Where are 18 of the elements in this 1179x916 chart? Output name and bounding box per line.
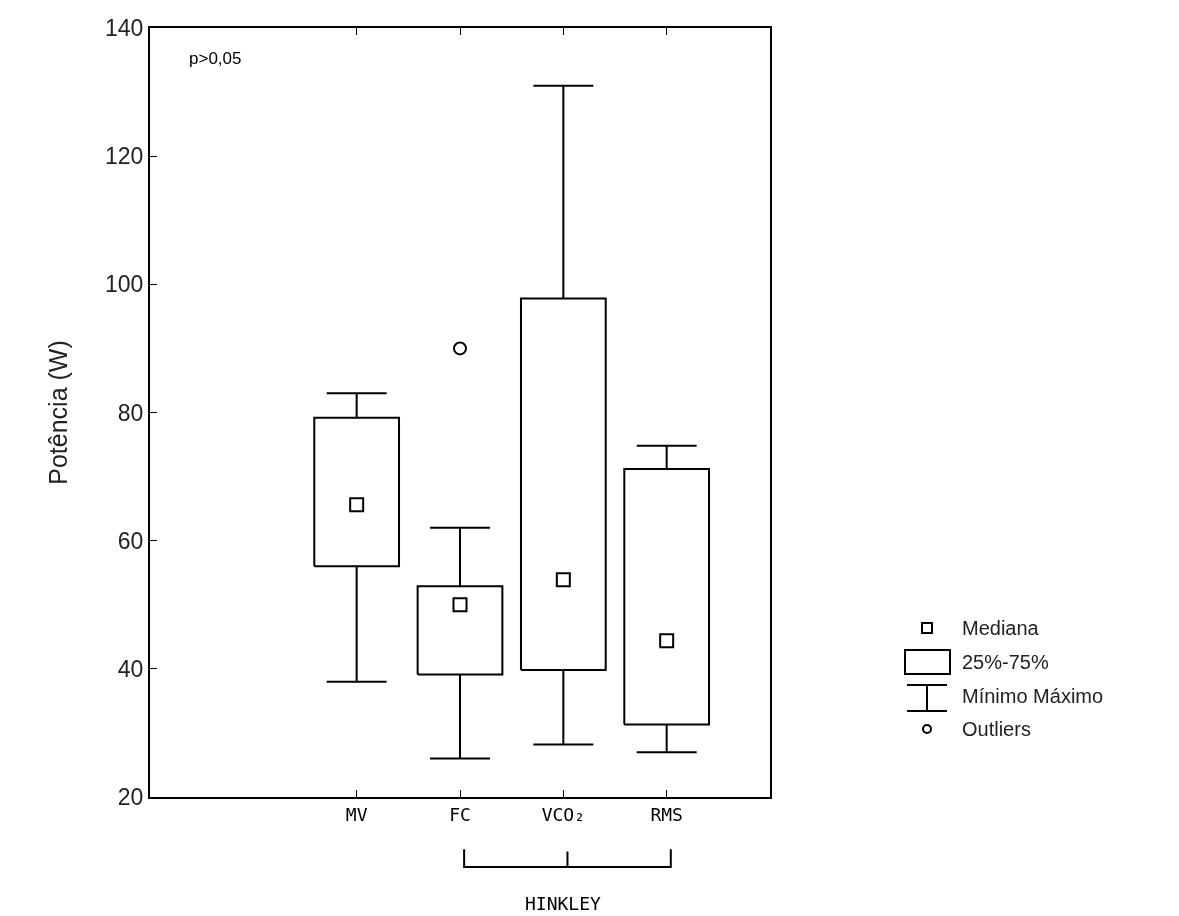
text: HINKLEY xyxy=(525,893,602,914)
text: Mediana xyxy=(962,617,1040,639)
x-tick-label: RMS xyxy=(650,803,683,825)
y-tick-label: 120 xyxy=(105,143,144,170)
text: p>0,05 xyxy=(189,49,242,68)
text: Outliers xyxy=(962,718,1031,740)
y-tick-label: 40 xyxy=(117,655,144,682)
text: Mínimo Máximo xyxy=(962,685,1104,707)
y-tick-label: 20 xyxy=(117,784,144,811)
x-tick-label: VCO₂ xyxy=(541,803,586,825)
text: 25%-75% xyxy=(962,651,1049,673)
y-tick-label: 60 xyxy=(117,527,144,554)
y-axis-title: Potência (W) xyxy=(44,340,73,485)
x-tick-label: FC xyxy=(449,803,471,825)
y-tick-label: 80 xyxy=(117,399,144,426)
y-tick-label: 100 xyxy=(105,271,144,298)
x-tick-label: MV xyxy=(345,803,368,825)
y-tick-label: 140 xyxy=(105,15,144,42)
